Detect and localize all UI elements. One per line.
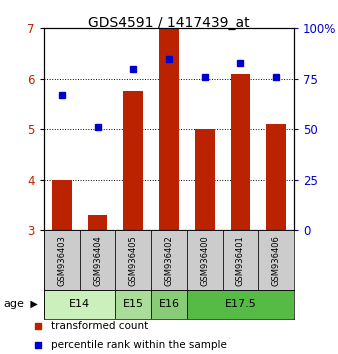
Bar <box>151 290 187 319</box>
Bar <box>223 230 258 290</box>
Text: age: age <box>3 299 24 309</box>
Text: percentile rank within the sample: percentile rank within the sample <box>51 340 227 350</box>
Bar <box>159 28 179 230</box>
Text: E17.5: E17.5 <box>224 299 256 309</box>
Text: GSM936402: GSM936402 <box>165 235 173 286</box>
Bar <box>52 180 72 230</box>
Text: GSM936403: GSM936403 <box>57 235 66 286</box>
Bar <box>195 129 215 230</box>
Text: GSM936405: GSM936405 <box>129 235 138 286</box>
Text: GDS4591 / 1417439_at: GDS4591 / 1417439_at <box>88 16 250 30</box>
Bar <box>187 290 294 319</box>
Text: GSM936401: GSM936401 <box>236 235 245 286</box>
Text: transformed count: transformed count <box>51 321 148 331</box>
Bar <box>80 230 115 290</box>
Text: GSM936406: GSM936406 <box>272 235 281 286</box>
Text: E14: E14 <box>69 299 90 309</box>
Text: GSM936404: GSM936404 <box>93 235 102 286</box>
Text: E16: E16 <box>159 299 179 309</box>
Text: E15: E15 <box>123 299 144 309</box>
Bar <box>115 230 151 290</box>
Bar <box>44 230 80 290</box>
Text: GSM936400: GSM936400 <box>200 235 209 286</box>
Bar <box>187 230 223 290</box>
Bar <box>115 290 151 319</box>
Bar <box>231 74 250 230</box>
Bar <box>266 124 286 230</box>
Bar <box>88 215 107 230</box>
Bar <box>258 230 294 290</box>
Bar <box>123 91 143 230</box>
Bar <box>44 290 115 319</box>
Bar <box>151 230 187 290</box>
